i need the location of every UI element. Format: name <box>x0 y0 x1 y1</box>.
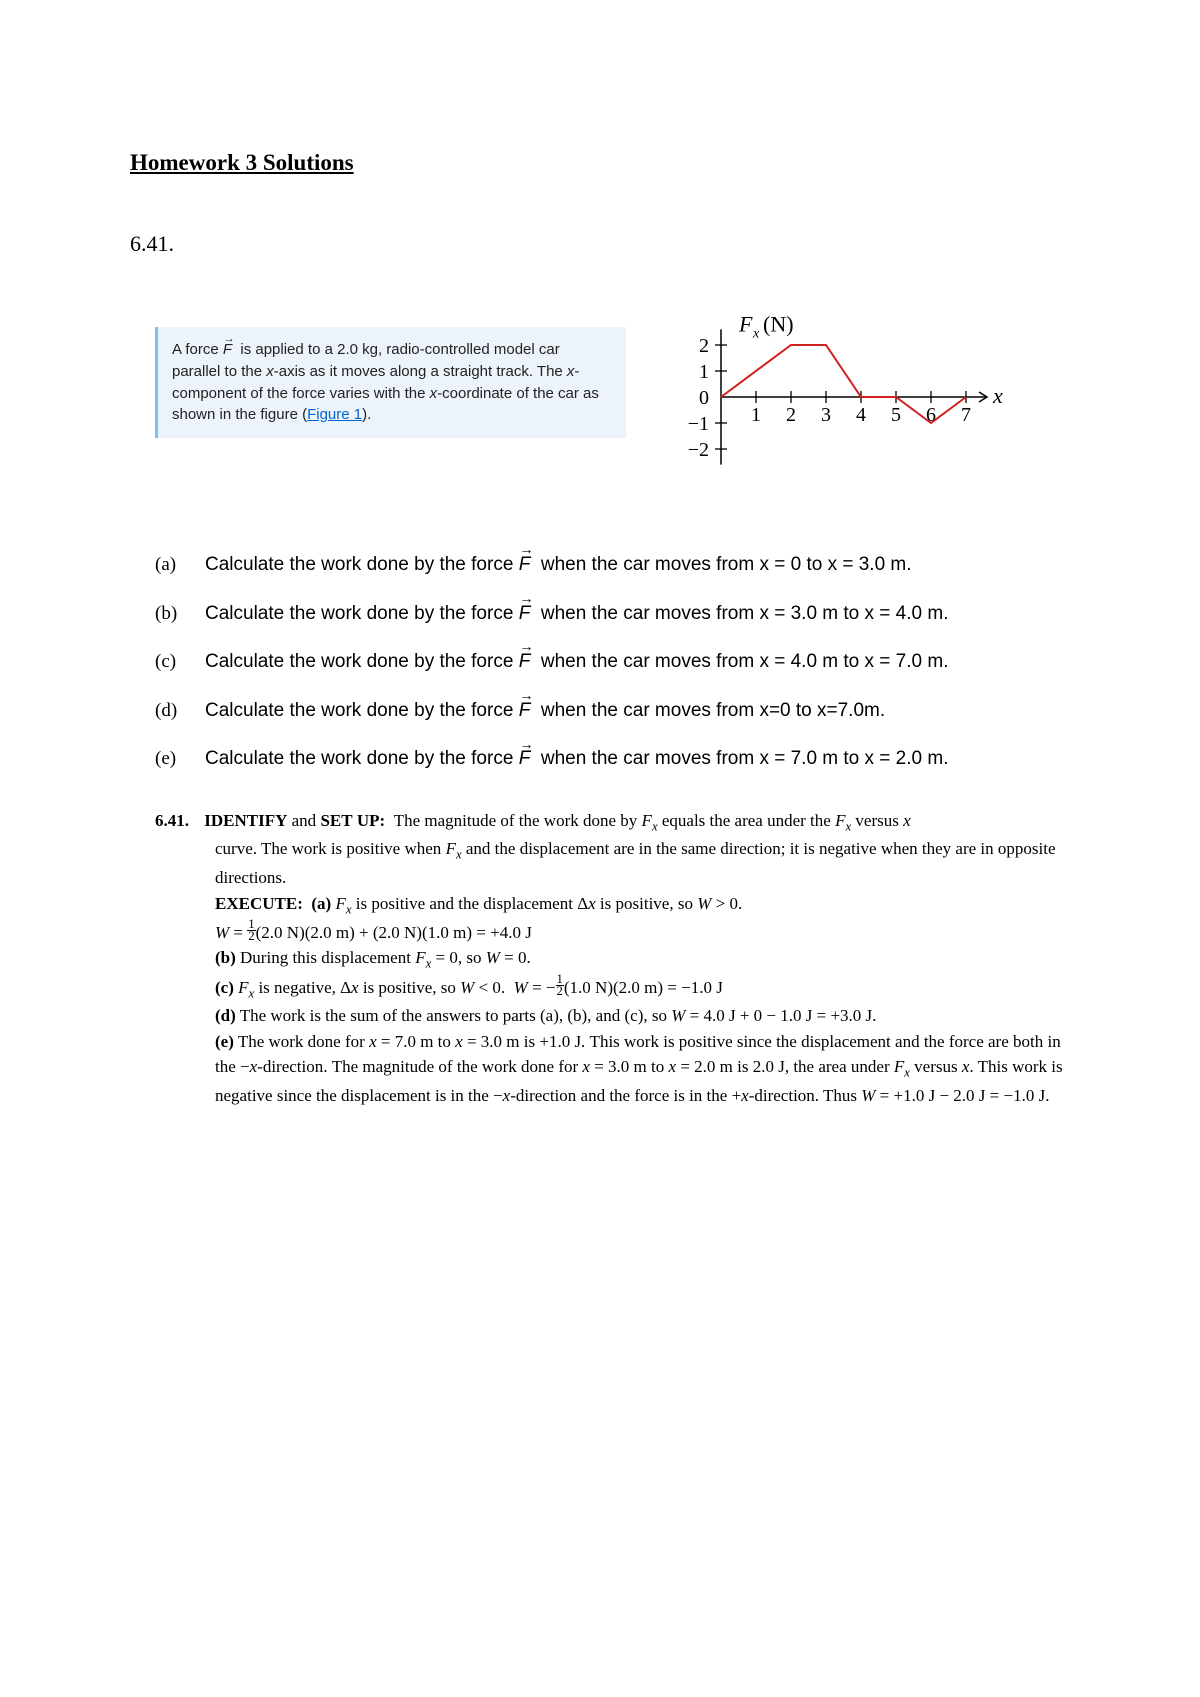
part-row: (a)Calculate the work done by the force … <box>155 552 1070 579</box>
part-text: Calculate the work done by the force F w… <box>205 601 948 628</box>
svg-text:7: 7 <box>961 404 971 426</box>
svg-text:−2: −2 <box>688 439 709 461</box>
part-label: (c) <box>155 651 205 673</box>
svg-text:3: 3 <box>821 404 831 426</box>
part-row: (b)Calculate the work done by the force … <box>155 601 1070 628</box>
intro-row: A force F is applied to a 2.0 kg, radio-… <box>155 297 1070 502</box>
svg-text:−1: −1 <box>688 413 709 435</box>
exec-e: (e) The work done for x = 7.0 m to x = 3… <box>215 1029 1070 1109</box>
part-text: Calculate the work done by the force F w… <box>205 649 948 676</box>
solution-block: 6.41. IDENTIFY and SET UP: The magnitude… <box>155 808 1070 1108</box>
part-text: Calculate the work done by the force F w… <box>205 746 948 773</box>
solution-body: curve. The work is positive when Fx and … <box>215 836 1070 1108</box>
part-row: (e)Calculate the work done by the force … <box>155 746 1070 773</box>
exec-a-eq: W = 12(2.0 N)(2.0 m) + (2.0 N)(1.0 m) = … <box>215 919 1070 945</box>
svg-text:5: 5 <box>891 404 901 426</box>
intro-after: ). <box>362 406 371 423</box>
exec-d: (d) The work is the sum of the answers t… <box>215 1003 1070 1029</box>
svg-text:4: 4 <box>856 404 866 426</box>
exec-a: EXECUTE: (a) Fx is positive and the disp… <box>215 891 1070 920</box>
identify-cont: curve. The work is positive when Fx and … <box>215 836 1070 890</box>
part-row: (d)Calculate the work done by the force … <box>155 698 1070 725</box>
exec-b: (b) During this displacement Fx = 0, so … <box>215 945 1070 974</box>
force-chart: 1234567−2−1012Fx(N)x(m) <box>666 297 1006 502</box>
svg-text:2: 2 <box>699 335 709 357</box>
svg-text:F: F <box>738 311 753 336</box>
svg-text:1: 1 <box>751 404 761 426</box>
svg-text:(N): (N) <box>763 311 794 336</box>
figure-link[interactable]: Figure 1 <box>307 406 362 423</box>
parts-list: (a)Calculate the work done by the force … <box>155 552 1070 773</box>
svg-text:x: x <box>992 383 1003 408</box>
page-title: Homework 3 Solutions <box>130 150 1070 176</box>
chart-svg: 1234567−2−1012Fx(N)x(m) <box>666 297 1006 497</box>
svg-text:2: 2 <box>786 404 796 426</box>
exec-c: (c) Fx is negative, Δx is positive, so W… <box>215 974 1070 1003</box>
part-label: (a) <box>155 554 205 576</box>
problem-number: 6.41. <box>130 231 1070 257</box>
part-label: (b) <box>155 603 205 625</box>
svg-text:x: x <box>752 326 760 341</box>
svg-text:0: 0 <box>699 387 709 409</box>
part-label: (d) <box>155 700 205 722</box>
part-text: Calculate the work done by the force F w… <box>205 698 885 725</box>
svg-text:1: 1 <box>699 361 709 383</box>
part-text: Calculate the work done by the force F w… <box>205 552 912 579</box>
part-row: (c)Calculate the work done by the force … <box>155 649 1070 676</box>
part-label: (e) <box>155 748 205 770</box>
page: Homework 3 Solutions 6.41. A force F is … <box>0 0 1200 1697</box>
solution-identify: 6.41. IDENTIFY and SET UP: The magnitude… <box>155 808 1070 837</box>
solution-number: 6.41. <box>155 808 200 834</box>
problem-statement-box: A force F is applied to a 2.0 kg, radio-… <box>155 327 626 438</box>
